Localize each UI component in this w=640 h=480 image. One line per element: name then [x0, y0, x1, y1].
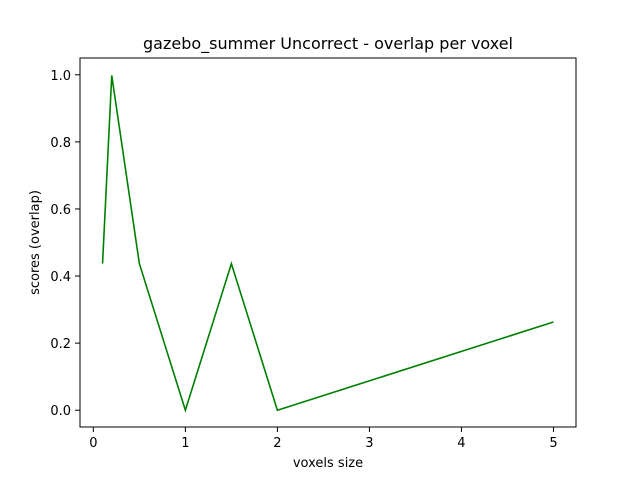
- x-tick-label: 5: [549, 436, 557, 451]
- x-tick-label: 4: [457, 436, 465, 451]
- chart-title: gazebo_summer Uncorrect - overlap per vo…: [143, 34, 513, 54]
- y-tick-label: 0.6: [50, 203, 71, 218]
- x-tick-label: 1: [181, 436, 189, 451]
- y-tick-label: 0.0: [50, 404, 71, 419]
- y-tick-label: 0.2: [50, 337, 71, 352]
- x-tick-label: 3: [365, 436, 373, 451]
- x-axis-label: voxels size: [293, 456, 363, 471]
- y-tick-label: 1.0: [50, 69, 71, 84]
- y-axis-label: scores (overlap): [28, 190, 43, 295]
- plot-area: [101, 75, 554, 413]
- axes-frame: [79, 57, 577, 428]
- x-tick-label: 0: [89, 436, 97, 451]
- axis-ticks: 0 1 2 3 4 5 0.0 0.2 0.4 0.6 0.8 1.0: [50, 69, 557, 451]
- y-tick-label: 0.4: [50, 270, 71, 285]
- x-tick-label: 2: [273, 436, 281, 451]
- series-line: [101, 75, 554, 413]
- y-tick-label: 0.8: [50, 136, 71, 151]
